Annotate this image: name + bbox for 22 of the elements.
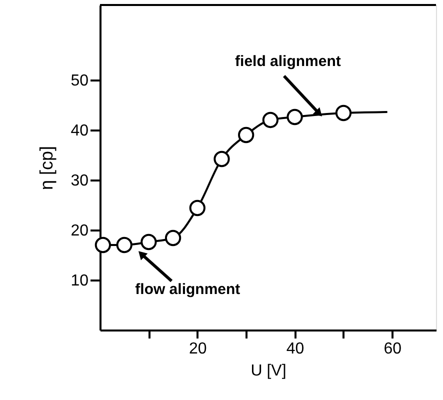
point	[238, 126, 254, 144]
point	[189, 200, 206, 216]
point	[164, 230, 182, 246]
point	[94, 236, 111, 254]
point	[214, 150, 230, 168]
annotation: flow alignment	[135, 281, 240, 298]
point	[262, 112, 279, 128]
point	[116, 236, 132, 254]
y-tick-label: 50	[70, 72, 89, 90]
x-tick-label: 60	[384, 340, 402, 358]
y-tick-label: 40	[70, 122, 89, 140]
point	[140, 234, 157, 250]
y-tick-label: 30	[70, 172, 89, 190]
x-axis-title: U [V]	[250, 362, 286, 380]
y-tick-label: 20	[70, 222, 89, 240]
point	[286, 108, 303, 126]
point	[335, 104, 352, 122]
y-tick-label: 10	[70, 272, 89, 290]
annotation: field alignment	[235, 53, 341, 70]
x-tick-label: 20	[188, 340, 207, 358]
y-axis-title: η [cp]	[36, 146, 57, 190]
x-tick-label: 40	[286, 340, 304, 358]
